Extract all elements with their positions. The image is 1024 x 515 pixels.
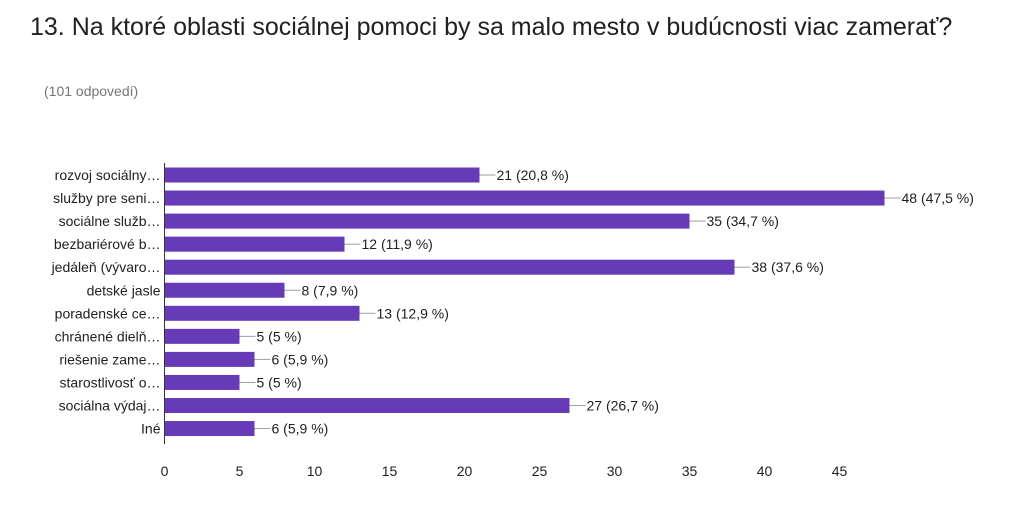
- bar: [164, 213, 690, 229]
- category-label: bezbariérové b…: [54, 236, 161, 252]
- x-tick-label: 0: [161, 463, 169, 479]
- x-tick-label: 10: [307, 463, 323, 479]
- category-label: služby pre seni…: [53, 190, 160, 206]
- bar: [164, 259, 735, 275]
- data-label: 38 (37,6 %): [752, 259, 824, 275]
- category-label: sociálne služb…: [59, 213, 161, 229]
- bar: [164, 190, 885, 206]
- data-label: 5 (5 %): [257, 374, 302, 390]
- response-count: (101 odpovedí): [44, 83, 139, 99]
- category-label: rozvoj sociálny…: [55, 167, 161, 183]
- bar: [164, 351, 255, 367]
- x-tick-label: 20: [457, 463, 473, 479]
- data-label: 12 (11,9 %): [362, 236, 433, 252]
- data-label: 21 (20,8 %): [497, 167, 569, 183]
- category-label: riešenie zame…: [59, 351, 160, 367]
- chart-title: 13. Na ktoré oblasti sociálnej pomoci by…: [30, 13, 953, 41]
- category-label: jedáleň (vývaro…: [51, 259, 161, 275]
- data-label: 48 (47,5 %): [902, 190, 974, 206]
- x-tick-label: 40: [757, 463, 773, 479]
- category-label: poradenské ce…: [55, 305, 161, 321]
- category-label: detské jasle: [87, 282, 161, 298]
- data-label: 6 (5,9 %): [272, 421, 329, 437]
- bar: [164, 374, 240, 390]
- x-tick-label: 45: [832, 463, 848, 479]
- data-label: 5 (5 %): [257, 328, 302, 344]
- category-label: chránené dielň…: [55, 328, 161, 344]
- bar: [164, 305, 360, 321]
- data-label: 27 (26,7 %): [587, 398, 659, 414]
- data-label: 6 (5,9 %): [272, 351, 329, 367]
- category-label: starostlivosť o…: [60, 374, 161, 390]
- x-tick-label: 30: [607, 463, 623, 479]
- x-tick-label: 25: [532, 463, 548, 479]
- bar: [164, 398, 570, 413]
- category-label: Iné: [141, 421, 161, 437]
- bar: [164, 421, 255, 437]
- bar: [164, 328, 240, 344]
- category-label: sociálna výdaj…: [59, 398, 161, 414]
- data-label: 8 (7,9 %): [302, 282, 359, 298]
- bar: [164, 167, 480, 183]
- x-tick-label: 5: [236, 463, 244, 479]
- data-label: 35 (34,7 %): [707, 213, 779, 229]
- data-label: 13 (12,9 %): [377, 305, 449, 321]
- bar: [164, 282, 285, 298]
- x-tick-label: 35: [682, 463, 698, 479]
- x-tick-label: 15: [382, 463, 398, 479]
- bar: [164, 236, 345, 252]
